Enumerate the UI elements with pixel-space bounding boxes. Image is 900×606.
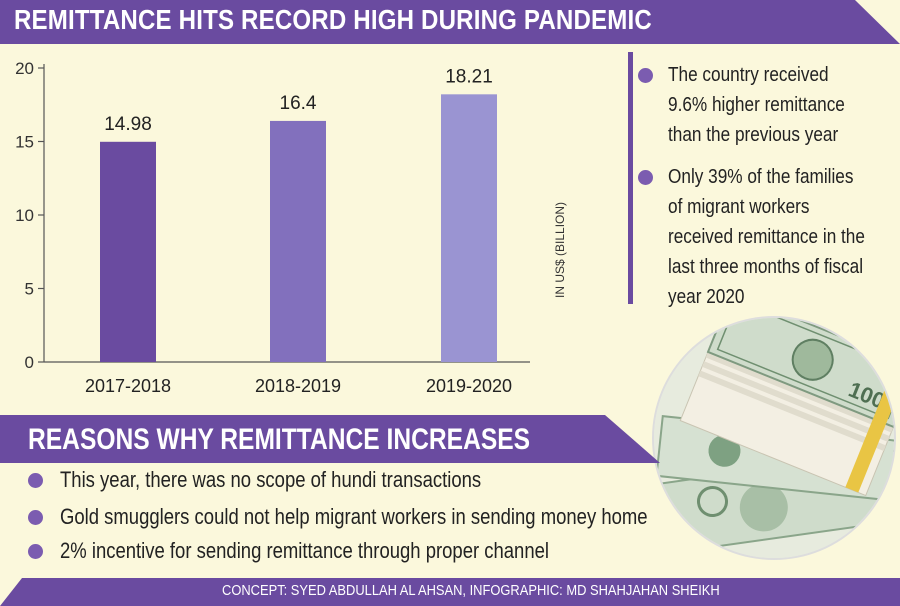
bar-value-label: 14.98 <box>104 114 152 135</box>
bar-value-label: 16.4 <box>280 93 317 114</box>
reason-text: 2% incentive for sending remittance thro… <box>60 538 549 563</box>
y-tick-label: 0 <box>25 353 34 372</box>
page-title: REMITTANCE HITS RECORD HIGH DURING PANDE… <box>14 4 652 35</box>
remittance-bar-chart: 0 5 10 15 20 14.98 2017-2018 16.4 2018-2019 18.2… <box>15 59 530 396</box>
x-tick-label: 2017-2018 <box>85 376 171 396</box>
fact-text: The country received 9.6% higher remitta… <box>668 64 845 146</box>
reasons-banner: REASONS WHY REMITTANCE INCREASES <box>0 415 660 463</box>
fact-text: Only 39% of the families of migrant work… <box>668 166 865 308</box>
reason-text: Gold smugglers could not help migrant wo… <box>60 504 648 529</box>
y-tick-label: 20 <box>15 59 34 78</box>
reason-text: This year, there was no scope of hundi t… <box>60 467 482 492</box>
bullet-icon <box>28 473 43 488</box>
facts-panel: The country received 9.6% higher remitta… <box>628 52 898 308</box>
title-banner: REMITTANCE HITS RECORD HIGH DURING PANDE… <box>0 0 900 44</box>
reasons-title: REASONS WHY REMITTANCE INCREASES <box>28 423 531 456</box>
title-banner-shape <box>0 0 900 44</box>
footer-shape <box>0 578 900 606</box>
y-tick-label: 15 <box>15 133 34 152</box>
bar-value-label: 18.21 <box>445 66 493 87</box>
bullet-icon <box>28 510 43 525</box>
reasons-banner-shape <box>0 415 660 463</box>
bullet-icon <box>638 68 653 83</box>
bar-2018-2019 <box>270 120 326 362</box>
footer-bar: CONCEPT: SYED ABDULLAH AL AHSAN, INFOGRA… <box>0 578 900 606</box>
y-tick-label: 10 <box>15 206 34 225</box>
x-tick-label: 2019-2020 <box>426 376 512 396</box>
facts-divider <box>628 52 633 304</box>
x-tick-label: 2018-2019 <box>255 376 341 396</box>
y-tick-label: 5 <box>25 280 34 299</box>
y-axis-label: IN US$ (BILLION) <box>553 201 567 298</box>
money-illustration: 100 <box>654 318 894 558</box>
money-stack-icon: 100 <box>654 318 894 558</box>
credit-text: CONCEPT: SYED ABDULLAH AL AHSAN, INFOGRA… <box>222 582 720 599</box>
bullet-icon <box>28 544 43 559</box>
bar-2017-2018 <box>100 141 156 362</box>
bar-2019-2020 <box>441 94 497 363</box>
bullet-icon <box>638 170 653 185</box>
